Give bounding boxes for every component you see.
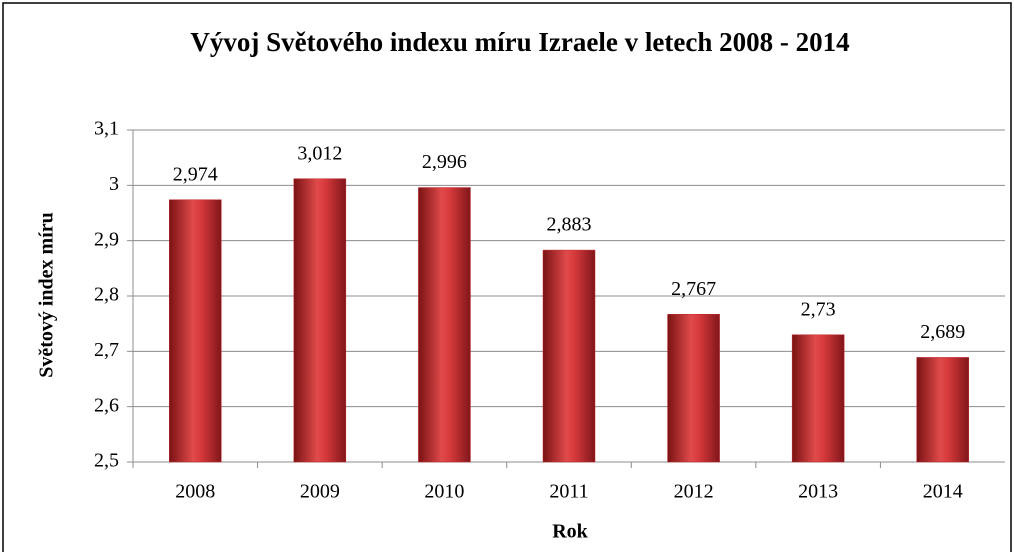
bar (418, 187, 471, 463)
y-tick-label: 2,6 (94, 394, 119, 416)
y-tick-label: 2,8 (94, 284, 119, 306)
value-label: 2,689 (920, 321, 965, 343)
value-label: 2,767 (671, 278, 716, 300)
y-tick-label: 2,5 (94, 450, 119, 472)
x-tick-label: 2012 (674, 481, 714, 503)
bar (791, 334, 845, 463)
y-tick-label: 3,1 (94, 118, 119, 140)
value-label: 3,012 (297, 142, 342, 164)
bar (169, 199, 222, 463)
value-label: 2,974 (173, 163, 218, 185)
x-tick-label: 2014 (923, 481, 963, 503)
y-tick-label: 3 (109, 173, 119, 195)
y-axis-label: Světový index míru (36, 212, 58, 378)
chart-title: Vývoj Světového indexu míru Izraele v le… (190, 27, 850, 57)
y-tick-label: 2,9 (94, 228, 119, 250)
x-tick-label: 2008 (175, 481, 215, 503)
value-label: 2,996 (422, 151, 467, 173)
bar (916, 357, 969, 463)
x-tick-label: 2013 (798, 481, 838, 503)
bar (667, 314, 720, 463)
value-label: 2,73 (801, 298, 836, 320)
x-tick-label: 2011 (549, 481, 588, 503)
x-tick-label: 2009 (300, 481, 340, 503)
x-axis-label: Rok (552, 521, 588, 543)
value-label: 2,883 (547, 214, 592, 236)
x-tick-label: 2010 (424, 481, 464, 503)
bar (542, 249, 596, 463)
bar (293, 178, 347, 463)
y-tick-label: 2,7 (94, 339, 119, 361)
